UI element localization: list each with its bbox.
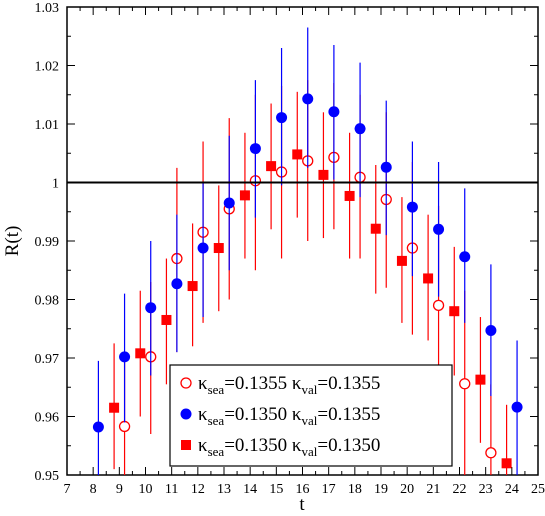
data-point: [459, 251, 471, 263]
data-point: [239, 190, 250, 201]
data-point: [475, 374, 486, 385]
data-point: [249, 143, 261, 155]
y-tick-label: 0.96: [35, 411, 60, 426]
y-tick-label: 1: [52, 177, 59, 192]
data-point: [92, 421, 104, 433]
data-point: [423, 273, 434, 284]
y-tick-label: 1.01: [35, 118, 60, 133]
legend-marker: [180, 408, 192, 420]
data-point: [370, 223, 381, 234]
data-point: [328, 106, 340, 118]
data-point: [135, 348, 146, 359]
data-point: [406, 201, 418, 213]
data-point: [197, 242, 209, 254]
x-tick-label: 19: [374, 482, 388, 497]
x-axis-label: t: [299, 494, 305, 515]
y-tick-label: 0.98: [35, 294, 60, 309]
data-point: [161, 314, 172, 325]
data-point: [109, 402, 120, 413]
legend-box: [169, 364, 453, 467]
x-tick-label: 9: [116, 482, 123, 497]
x-tick-label: 17: [322, 482, 336, 497]
data-point: [433, 223, 445, 235]
x-tick-label: 11: [165, 482, 178, 497]
data-point: [145, 302, 157, 314]
x-tick-label: 16: [296, 482, 310, 497]
data-point: [292, 149, 303, 160]
data-point: [266, 161, 277, 172]
data-point: [187, 281, 198, 292]
x-tick-label: 22: [453, 482, 467, 497]
y-tick-label: 0.97: [35, 352, 60, 367]
legend-entry: κsea=0.1350 κval=0.1355: [198, 404, 380, 428]
x-tick-label: 8: [90, 482, 97, 497]
y-tick-label: 1.03: [35, 1, 60, 16]
y-axis: 0.95 0.96 0.97 0.98 0.99 1 1.01 1.02 1.03: [35, 1, 538, 484]
legend-marker: [180, 377, 192, 389]
data-point: [501, 458, 512, 469]
y-axis-label: R(t): [2, 226, 23, 257]
data-point: [449, 306, 460, 317]
data-point: [223, 197, 235, 209]
data-point: [118, 420, 131, 433]
data-point: [396, 255, 407, 266]
data-point: [171, 278, 183, 290]
data-point: [302, 93, 314, 105]
data-point: [432, 299, 445, 312]
x-tick-label: 20: [400, 482, 414, 497]
y-tick-label: 1.02: [35, 60, 60, 75]
data-point: [119, 351, 131, 363]
series-2: [92, 27, 523, 475]
data-point: [354, 123, 366, 135]
data-point: [459, 378, 471, 390]
data-point: [344, 190, 355, 201]
data-point: [511, 401, 523, 413]
data-point: [318, 169, 329, 180]
x-axis: 7 8 9 10 11 12 13 14 15 16 17 18 19 20 21 22 23 24 25: [64, 7, 545, 497]
x-tick-label: 13: [217, 482, 231, 497]
x-tick-label: 24: [505, 482, 519, 497]
x-tick-label: 25: [531, 482, 545, 497]
data-point: [380, 161, 392, 173]
x-tick-label: 14: [243, 482, 257, 497]
x-tick-label: 10: [139, 482, 153, 497]
legend-entry: κsea=0.1350 κval=0.1350: [198, 435, 380, 459]
x-tick-label: 15: [269, 482, 283, 497]
legend: κsea=0.1355 κval=0.1355 κsea=0.1350 κval=…: [169, 364, 453, 467]
data-point: [213, 243, 224, 254]
y-tick-label: 0.99: [35, 235, 60, 250]
series-3: [109, 91, 512, 475]
x-tick-label: 21: [426, 482, 440, 497]
x-tick-label: 7: [64, 482, 71, 497]
legend-marker: [181, 440, 191, 450]
x-tick-label: 18: [348, 482, 362, 497]
x-tick-label: 23: [479, 482, 493, 497]
data-point: [485, 447, 497, 459]
x-tick-label: 12: [191, 482, 205, 497]
data-point: [276, 112, 288, 124]
data-point: [485, 325, 497, 337]
y-tick-label: 0.95: [35, 469, 60, 484]
legend-entry: κsea=0.1355 κval=0.1355: [198, 373, 380, 397]
